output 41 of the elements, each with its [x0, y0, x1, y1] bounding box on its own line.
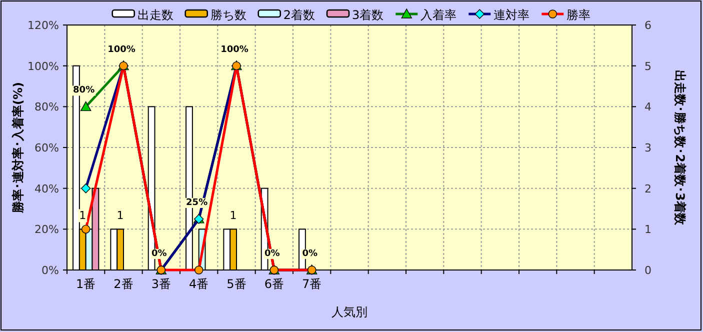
data-label: 1	[230, 209, 237, 222]
x-tick-label: 5番	[226, 277, 246, 291]
y-tick-label: 40%	[34, 182, 59, 196]
legend-label: 2着数	[283, 8, 315, 22]
y2-axis-title: 出走数･勝ち数･2着数･3着数	[673, 70, 687, 226]
y2-tick-label: 5	[644, 60, 652, 73]
x-tick-label: 6番	[264, 277, 284, 291]
x-axis-title: 人気別	[332, 305, 368, 319]
data-label: 0%	[302, 249, 318, 259]
y2-tick-label: 0	[644, 264, 652, 277]
y-tick-label: 80%	[34, 100, 59, 114]
data-label: 1	[116, 209, 124, 222]
y2-tick-label: 3	[644, 142, 652, 154]
y-tick-label: 0%	[42, 264, 59, 277]
y-tick-label: 60%	[34, 142, 59, 154]
data-label: 25%	[186, 198, 208, 208]
data-label: 1	[79, 209, 86, 222]
data-label: 100%	[220, 44, 248, 55]
x-tick-label: 1番	[76, 277, 96, 291]
y-axis-title: 勝率･連対率･入着率(%)	[11, 82, 25, 214]
y2-tick-label: 2	[644, 182, 652, 196]
x-tick-label: 3番	[151, 277, 171, 291]
y2-tick-label: 6	[644, 19, 652, 32]
legend-label: 3着数	[352, 8, 384, 22]
y-tick-label: 20%	[34, 223, 59, 236]
y-tick-label: 120%	[28, 19, 59, 32]
data-label: 0%	[264, 249, 280, 259]
x-tick-label: 2番	[114, 277, 134, 291]
legend-label: 入着率	[420, 8, 457, 22]
data-label: 80%	[73, 86, 95, 96]
legend-label: 連対率	[494, 8, 530, 22]
y-tick-label: 100%	[28, 60, 59, 73]
x-tick-label: 7番	[302, 277, 322, 291]
legend-label: 出走数	[137, 8, 174, 22]
y2-tick-label: 4	[644, 100, 652, 114]
legend-label: 勝率	[566, 8, 591, 22]
legend-label: 勝ち数	[210, 8, 246, 22]
data-label: 100%	[108, 44, 136, 55]
data-label: 0%	[152, 249, 167, 259]
y2-tick-label: 1	[644, 223, 652, 236]
x-tick-label: 4番	[189, 277, 209, 291]
